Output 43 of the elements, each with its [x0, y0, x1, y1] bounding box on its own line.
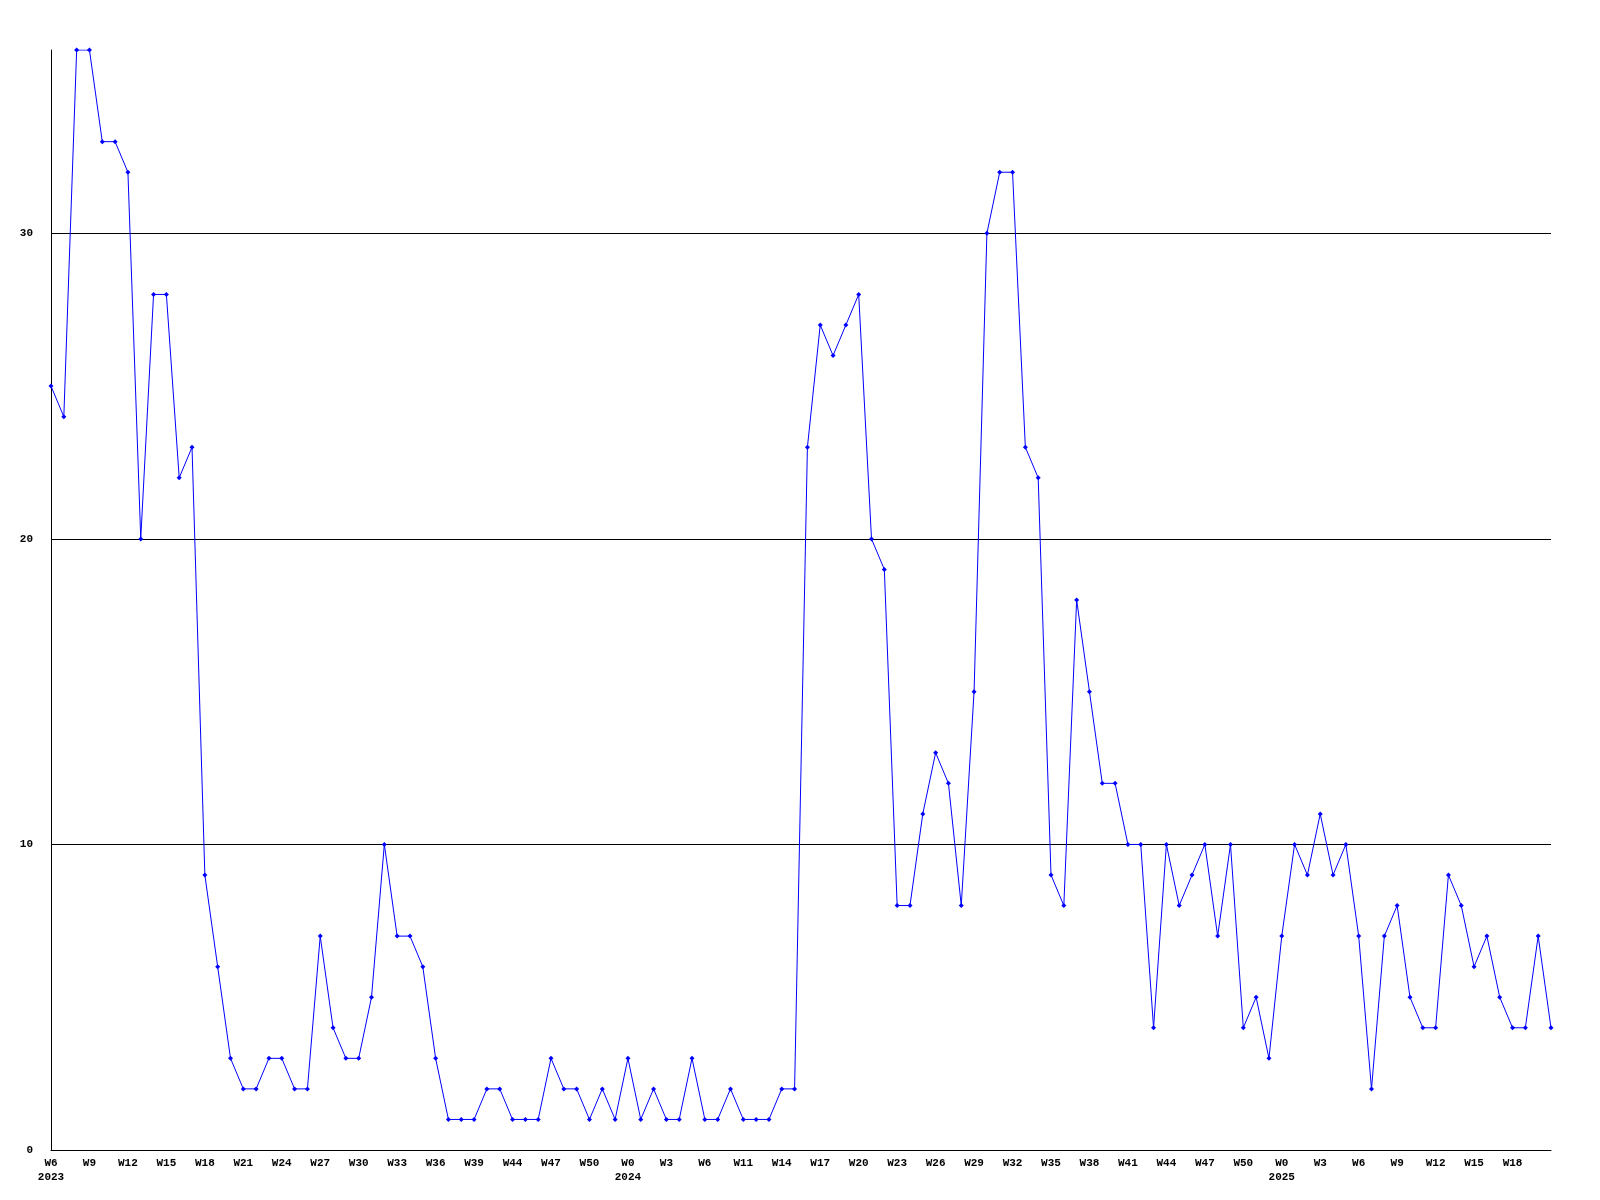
x-tick-label: W23	[887, 1157, 908, 1169]
x-tick-label: W12	[118, 1157, 138, 1169]
x-tick-label: W9	[82, 1157, 97, 1169]
x-tick-label: W0 2025	[1268, 1157, 1296, 1183]
x-tick-label: W3	[659, 1157, 674, 1169]
x-tick-label: W12	[1425, 1157, 1446, 1169]
x-tick-label: W36	[425, 1157, 446, 1169]
x-tick-label: W44	[1156, 1157, 1177, 1169]
x-tick-label: W50	[1233, 1157, 1254, 1169]
y-tick-label: 20	[19, 532, 33, 545]
y-tick-label: 30	[19, 227, 33, 240]
x-tick-label: W32	[1002, 1157, 1023, 1169]
x-tick-label: W26	[925, 1157, 946, 1169]
x-tick-label: W38	[1079, 1157, 1100, 1169]
x-tick-label: W18	[1502, 1157, 1523, 1169]
x-tick-label: W30	[348, 1157, 369, 1169]
x-tick-label: W20	[848, 1157, 869, 1169]
y-tick-label: 10	[19, 838, 33, 851]
x-tick-label: W21	[233, 1157, 254, 1169]
x-tick-label: W17	[810, 1157, 831, 1169]
x-tick-label: W6	[698, 1157, 712, 1169]
x-tick-label: W9	[1390, 1157, 1404, 1169]
x-tick-label: W18	[194, 1157, 216, 1169]
x-tick-label: W27	[310, 1157, 331, 1169]
x-tick-label: W11	[733, 1157, 754, 1169]
x-tick-label: W6 2023	[37, 1157, 65, 1183]
x-tick-label: W15	[156, 1157, 177, 1169]
x-tick-label: W14	[771, 1157, 793, 1169]
x-tick-label: W6	[1352, 1157, 1366, 1169]
x-tick-label: W50	[579, 1157, 600, 1169]
x-tick-label: W29	[964, 1157, 984, 1169]
x-tick-label: W3	[1313, 1157, 1328, 1169]
x-tick-label: W0 2024	[614, 1157, 642, 1183]
x-tick-label: W44	[502, 1157, 523, 1169]
x-tick-label: W41	[1118, 1157, 1139, 1169]
x-tick-label: W47	[1194, 1157, 1215, 1169]
x-tick-label: W15	[1464, 1157, 1485, 1169]
x-tick-label: W47	[541, 1157, 561, 1169]
y-tick-label: 0	[26, 1144, 33, 1156]
x-tick-label: W39	[464, 1157, 484, 1169]
x-tick-label: W35	[1041, 1157, 1062, 1169]
x-tick-label: W24	[271, 1157, 293, 1169]
x-tick-label: W33	[387, 1157, 408, 1169]
